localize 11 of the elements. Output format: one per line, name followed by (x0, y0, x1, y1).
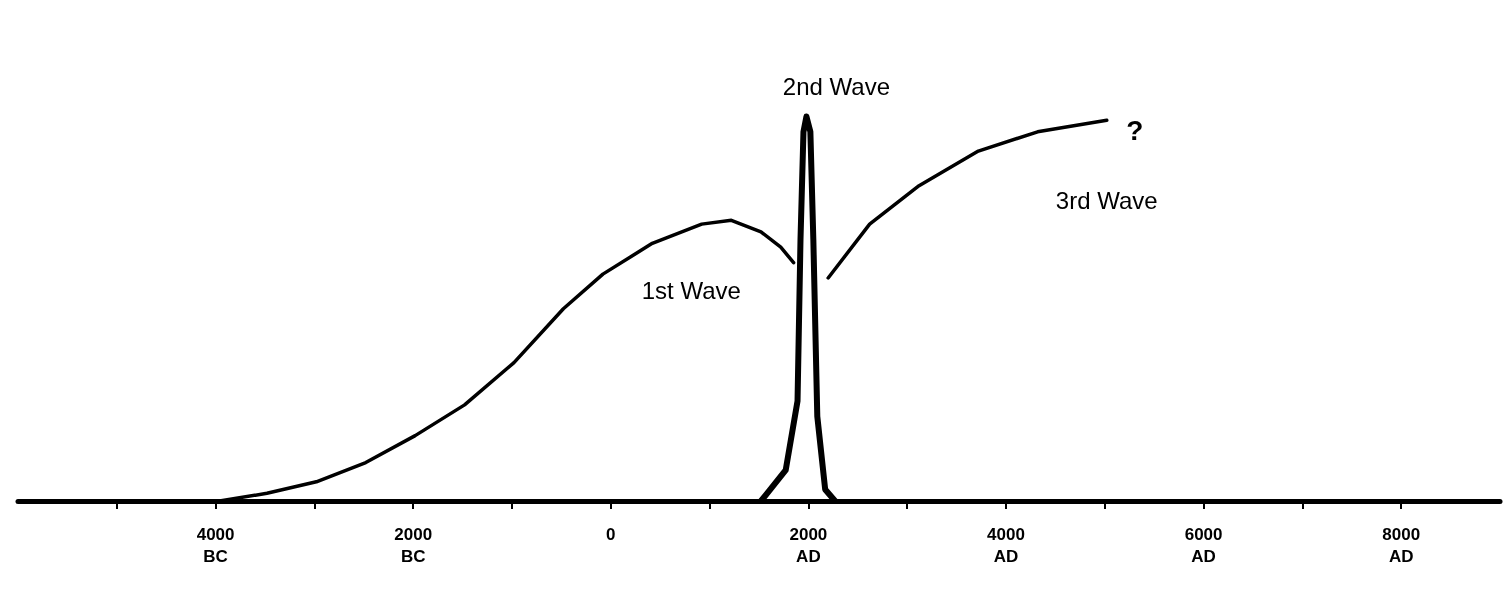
x-tick-label: 4000 BC (196, 524, 235, 566)
series-label: 2nd Wave (782, 72, 891, 100)
x-tick-label: 2000 BC (394, 524, 433, 566)
x-tick-label: 6000 AD (1184, 524, 1223, 566)
x-tick-label: 0 (606, 524, 616, 544)
text: 3rd Wave (1055, 186, 1158, 214)
x-tick-label: 4000 AD (987, 524, 1025, 566)
annotation: ? (1126, 114, 1144, 146)
x-tick-label: 2000 AD (789, 524, 828, 566)
x-tick-label: 8000 AD (1382, 524, 1421, 566)
series-label: 1st Wave (641, 276, 741, 304)
